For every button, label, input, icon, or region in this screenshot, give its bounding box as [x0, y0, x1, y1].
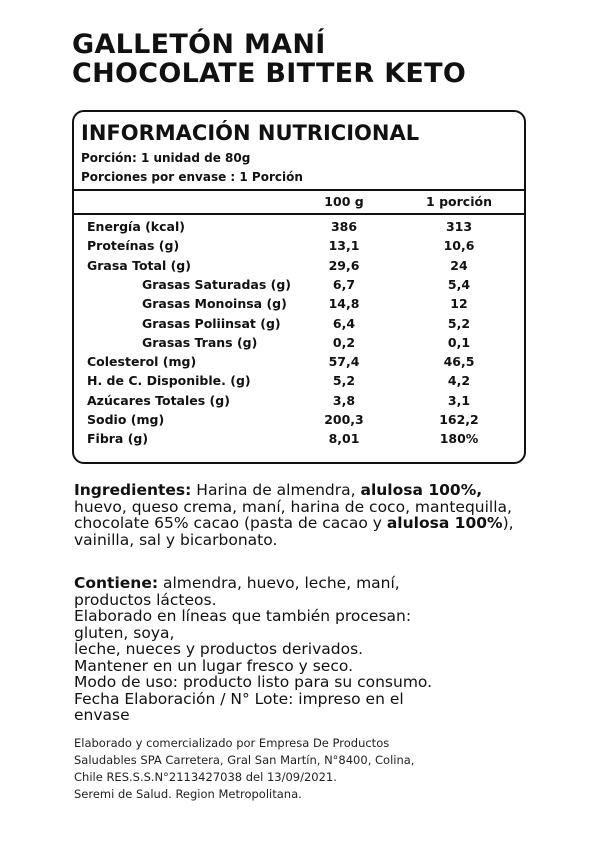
ingredients-text: ), vainilla, sal y bicarbonato.	[74, 514, 514, 549]
nutrient-label: Sodio (mg)	[87, 412, 165, 427]
nutrition-row: H. de C. Disponible. (g) 5,2 4,2	[74, 373, 524, 392]
contains-line: leche, nueces y productos derivados.	[74, 640, 364, 658]
value-per-portion: 4,2	[447, 373, 471, 389]
nutrition-row: Grasas Monoinsa (g) 14,8 12	[74, 296, 524, 315]
column-header-row: 100 g 1 porción	[74, 194, 524, 213]
contains-line: productos lácteos.	[74, 590, 217, 609]
nutrient-label: Fibra (g)	[87, 431, 149, 447]
nutrient-label: Proteínas (g)	[87, 238, 180, 254]
ingredients-label: Ingredientes:	[74, 481, 192, 499]
ingredients-text: Harina de almendra,	[191, 481, 361, 499]
product-title-line-1: GALLETÓN MANÍ	[72, 29, 326, 60]
column-header-portion: 1 porción	[426, 194, 492, 209]
nutrient-label: Grasas Monoinsa (g)	[142, 296, 287, 312]
value-per-portion: 10,6	[443, 238, 475, 254]
nutrient-label: Grasa Total (g)	[87, 257, 191, 273]
nutrient-label: H. de C. Disponible. (g)	[87, 373, 251, 389]
contains-line: Fecha Elaboración / N° Lote: impreso en …	[74, 689, 404, 708]
footer-line: Seremi de Salud. Region Metropolitana.	[74, 787, 302, 801]
value-per-100g: 29,6	[328, 257, 360, 273]
value-per-100g: 0,2	[332, 334, 356, 350]
value-per-portion: 5,2	[447, 315, 471, 331]
serving-size: Porción: 1 unidad de 80g	[81, 151, 251, 165]
value-per-portion: 5,4	[447, 276, 471, 292]
contains-text: almendra, huevo, leche, maní,	[158, 574, 400, 592]
value-per-100g: 386	[330, 219, 358, 234]
nutrition-row: Grasas Poliinsat (g) 6,4 5,2	[74, 316, 524, 335]
contains-line: Elaborado en líneas que también procesan…	[74, 607, 412, 625]
value-per-portion: 162,2	[439, 412, 479, 427]
product-title-line-2: CHOCOLATE BITTER KETO	[72, 58, 467, 89]
nutrient-label: Colesterol (mg)	[87, 354, 197, 370]
value-per-100g: 6,7	[332, 276, 356, 292]
value-per-100g: 8,01	[328, 431, 360, 447]
ingredients-highlight: alulosa 100%	[386, 514, 503, 532]
contains-line: envase	[74, 706, 130, 724]
contains-line: Mantener en un lugar fresco y seco.	[74, 656, 353, 675]
value-per-100g: 13,1	[328, 238, 360, 254]
nutrition-row: Proteínas (g) 13,1 10,6	[74, 238, 524, 257]
footer-line: Elaborado y comercializado por Empresa D…	[74, 736, 390, 750]
nutrient-label: Grasas Trans (g)	[142, 334, 258, 350]
value-per-portion: 24	[450, 257, 468, 273]
manufacturer-info: Elaborado y comercializado por Empresa D…	[74, 735, 414, 803]
contains-line: Modo de uso: producto listo para su cons…	[74, 673, 433, 691]
product-title: GALLETÓN MANÍ CHOCOLATE BITTER KETO	[72, 30, 466, 88]
ingredients-highlight: alulosa 100%,	[360, 481, 483, 499]
contains-line: gluten, soya,	[74, 623, 175, 642]
nutrient-label: Azúcares Totales (g)	[87, 392, 230, 408]
nutrition-row: Grasas Trans (g) 0,2 0,1	[74, 335, 524, 354]
value-per-portion: 3,1	[447, 392, 471, 408]
nutrition-row: Grasas Saturadas (g) 6,7 5,4	[74, 277, 524, 296]
nutrition-heading: INFORMACIÓN NUTRICIONAL	[81, 121, 420, 145]
value-per-100g: 57,4	[328, 354, 360, 370]
contains-label: Contiene:	[74, 574, 159, 592]
divider	[74, 189, 524, 191]
nutrient-label: Grasas Poliinsat (g)	[142, 315, 281, 331]
column-header-100g: 100 g	[324, 194, 364, 209]
nutrient-label: Energía (kcal)	[87, 219, 185, 234]
value-per-portion: 12	[450, 296, 468, 312]
nutrition-row: Energía (kcal) 386 313	[74, 219, 524, 238]
nutrition-row: Azúcares Totales (g) 3,8 3,1	[74, 393, 524, 412]
footer-line: Chile RES.S.S.N°2113427038 del 13/09/202…	[74, 770, 337, 784]
value-per-portion: 313	[445, 219, 473, 234]
nutrition-row: Colesterol (mg) 57,4 46,5	[74, 354, 524, 373]
ingredients-paragraph: Ingredientes: Harina de almendra, alulos…	[74, 482, 534, 548]
value-per-portion: 180%	[439, 431, 479, 447]
contains-paragraph: Contiene: almendra, huevo, leche, maní, …	[74, 575, 534, 724]
value-per-100g: 14,8	[328, 296, 360, 312]
value-per-portion: 0,1	[447, 334, 471, 350]
value-per-100g: 3,8	[332, 392, 356, 408]
value-per-100g: 5,2	[332, 373, 356, 389]
nutrition-row: Fibra (g) 8,01 180%	[74, 431, 524, 450]
value-per-100g: 200,3	[324, 412, 364, 427]
nutrition-row: Grasa Total (g) 29,6 24	[74, 258, 524, 277]
nutrition-row: Sodio (mg) 200,3 162,2	[74, 412, 524, 431]
nutrient-label: Grasas Saturadas (g)	[142, 276, 291, 292]
footer-line: Saludables SPA Carretera, Gral San Martí…	[74, 753, 415, 767]
servings-per-pack: Porciones por envase : 1 Porción	[81, 170, 303, 184]
value-per-100g: 6,4	[332, 315, 356, 331]
ingredients-text: huevo, queso crema, maní, harina de coco…	[74, 497, 512, 532]
value-per-portion: 46,5	[443, 354, 475, 370]
nutrition-facts-table: INFORMACIÓN NUTRICIONAL Porción: 1 unida…	[72, 110, 526, 464]
divider	[74, 213, 524, 215]
